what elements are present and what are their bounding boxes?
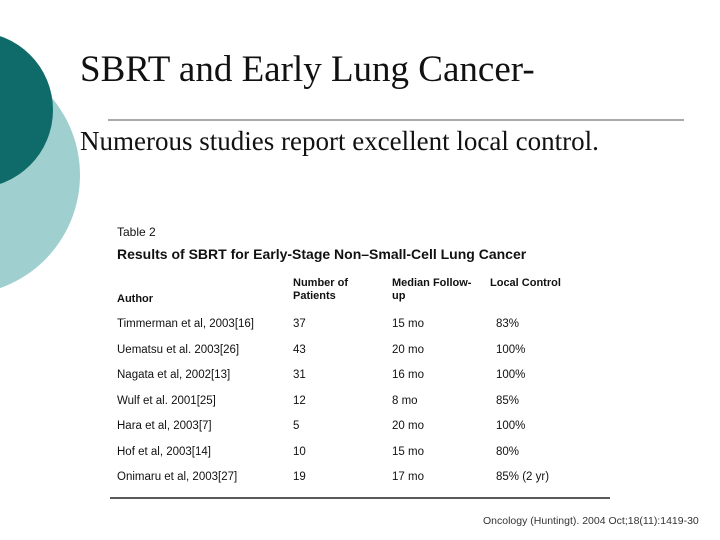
table-caption: Table 2 <box>117 225 156 239</box>
table-cell: 15 mo <box>392 445 424 458</box>
table-cell: 100% <box>496 369 526 381</box>
slide-body: Numerous studies report excellent local … <box>80 126 599 156</box>
column-header: Local Control <box>490 277 561 289</box>
table-cell: 5 <box>293 420 300 432</box>
column-header: Number of Patients <box>293 277 348 302</box>
table-cell: 17 mo <box>392 471 424 483</box>
table-cell: 16 mo <box>392 369 424 381</box>
table-cell: 31 <box>293 369 306 381</box>
table-title: Results of SBRT for Early-Stage Non–Smal… <box>117 246 527 262</box>
table-cell: 80% <box>496 445 520 458</box>
table-cell: 8 mo <box>392 394 418 407</box>
table-cell: 12 <box>293 394 306 407</box>
table-cell: 100% <box>496 420 526 432</box>
column-header: Author <box>117 293 154 305</box>
table-cell: 20 mo <box>392 343 424 356</box>
table-cell: 19 <box>293 471 306 483</box>
table-cell: 85% <box>496 394 520 407</box>
table-cell: 43 <box>293 343 306 356</box>
table-cell: 20 mo <box>392 420 424 432</box>
table-cell: Wulf et al. 2001[25] <box>117 394 216 407</box>
table-cell: Onimaru et al, 2003[27] <box>117 471 238 483</box>
table-cell: 37 <box>293 318 306 330</box>
table-cell: 100% <box>496 343 526 356</box>
accent-circle-dark <box>0 36 53 184</box>
table-cell: 15 mo <box>392 318 424 330</box>
table-cell: 85% (2 yr) <box>496 471 550 483</box>
table-cell: Hara et al, 2003[7] <box>117 420 212 432</box>
table-cell: 10 <box>293 445 306 458</box>
table-cell: 83% <box>496 318 520 330</box>
table-cell: Uematsu et al. 2003[26] <box>117 343 240 356</box>
table-cell: Nagata et al, 2002[13] <box>117 369 231 381</box>
column-header: Median Follow-up <box>392 277 472 302</box>
table-cell: Hof et al, 2003[14] <box>117 445 211 458</box>
table-cell: Timmerman et al, 2003[16] <box>117 318 254 330</box>
slide-title: SBRT and Early Lung Cancer- <box>80 49 535 90</box>
citation: Oncology (Huntingt). 2004 Oct;18(11):141… <box>483 515 699 527</box>
